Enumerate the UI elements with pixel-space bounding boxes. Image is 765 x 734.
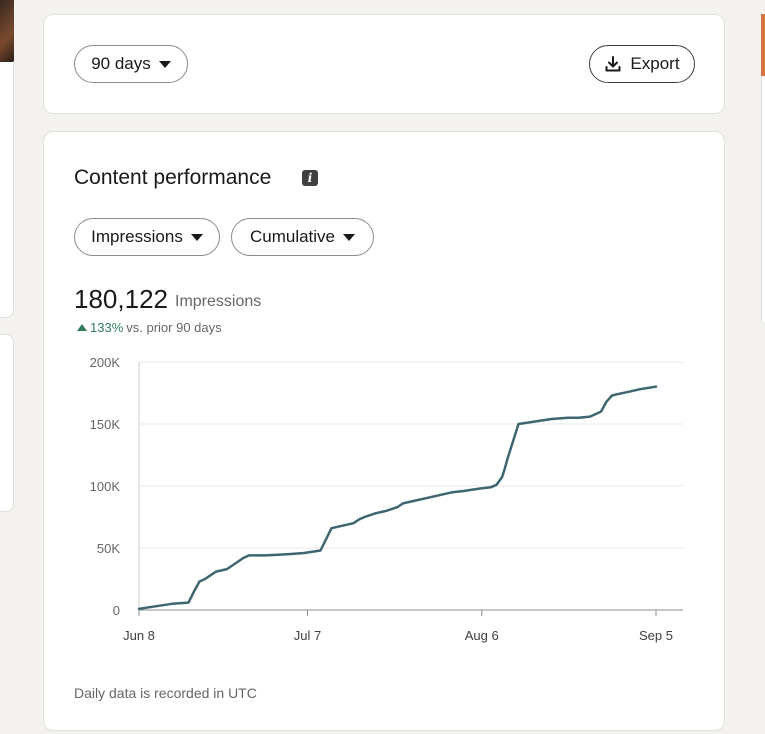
content-performance-card: Content performance i Impressions Cumula… bbox=[43, 131, 725, 731]
chevron-down-icon bbox=[343, 233, 356, 241]
impressions-line-chart: 0 50K 100K 150K 200K Jun 8 Jul 7 Aug 6 Sep 5 bbox=[90, 355, 683, 643]
metric-dropdown[interactable]: Impressions bbox=[74, 218, 220, 256]
date-range-dropdown[interactable]: 90 days bbox=[74, 45, 188, 83]
footer-note: Daily data is recorded in UTC bbox=[74, 685, 257, 701]
x-tick-label: Aug 6 bbox=[465, 628, 499, 643]
x-tick-label: Sep 5 bbox=[639, 628, 673, 643]
y-tick-label: 150K bbox=[90, 417, 121, 432]
right-side-accent bbox=[761, 14, 765, 76]
y-tick-label: 200K bbox=[90, 355, 121, 370]
chevron-down-icon bbox=[158, 60, 171, 68]
total-unit: Impressions bbox=[175, 293, 262, 310]
arrow-up-icon bbox=[77, 324, 87, 331]
date-range-label: 90 days bbox=[91, 54, 151, 73]
x-tick-label: Jul 7 bbox=[294, 628, 321, 643]
export-button[interactable]: Export bbox=[589, 45, 695, 83]
right-side-card bbox=[761, 12, 765, 322]
mode-dropdown[interactable]: Cumulative bbox=[231, 218, 374, 256]
total-value: 180,122 bbox=[74, 284, 168, 314]
chevron-down-icon bbox=[190, 233, 203, 241]
delta-text: vs. prior 90 days bbox=[126, 320, 222, 335]
info-icon[interactable]: i bbox=[302, 170, 318, 186]
left-side-card-2 bbox=[0, 334, 14, 512]
profile-thumbnail bbox=[0, 0, 14, 62]
delta-percent: 133% bbox=[90, 320, 124, 335]
impressions-series-line bbox=[137, 385, 658, 611]
download-icon bbox=[605, 56, 621, 72]
panel-title: Content performance bbox=[74, 166, 272, 189]
delta-indicator: 133% vs. prior 90 days bbox=[77, 320, 222, 335]
filter-card: 90 days Export bbox=[43, 14, 725, 114]
export-label: Export bbox=[630, 54, 680, 73]
y-tick-label: 0 bbox=[113, 603, 120, 618]
mode-label: Cumulative bbox=[249, 227, 336, 246]
metric-label: Impressions bbox=[91, 227, 183, 246]
x-tick-label: Jun 8 bbox=[123, 628, 155, 643]
y-tick-label: 50K bbox=[97, 541, 120, 556]
y-tick-label: 100K bbox=[90, 479, 121, 494]
